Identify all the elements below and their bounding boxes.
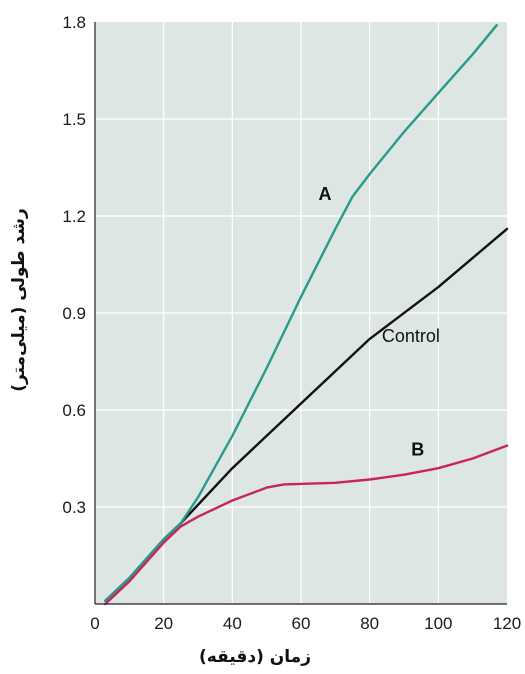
y-tick-label: 1.5: [62, 110, 86, 129]
series-line-b: [104, 444, 509, 606]
series-label-control: Control: [382, 326, 440, 346]
y-tick-label: 1.8: [62, 13, 86, 32]
tick-labels: 0 20 40 60 80 100 120 0.3 0.6 0.9 1.2 1.5 1.8: [62, 13, 521, 633]
y-tick-label: 1.2: [62, 207, 86, 226]
x-tick-label: 20: [154, 614, 173, 633]
x-tick-label: 120: [493, 614, 521, 633]
x-axis-title: زمان (دقیقه): [199, 647, 311, 667]
x-tick-label: 40: [223, 614, 242, 633]
x-tick-label: 0: [90, 614, 99, 633]
series-label-b: B: [411, 439, 424, 459]
x-tick-label: 100: [424, 614, 452, 633]
x-tick-label: 60: [292, 614, 311, 633]
series-line-a: [104, 24, 498, 602]
x-tick-label: 80: [360, 614, 379, 633]
series-layer: [104, 24, 509, 606]
series-label-a: A: [319, 184, 332, 204]
series-annotations: A Control B: [319, 184, 440, 459]
y-tick-label: 0.3: [62, 498, 86, 517]
y-tick-label: 0.9: [62, 304, 86, 323]
grid-lines: [95, 22, 507, 604]
y-tick-label: 0.6: [62, 401, 86, 420]
axes: [94, 22, 507, 605]
y-axis-title: رشد طولی (میلی‌متر): [9, 208, 29, 392]
